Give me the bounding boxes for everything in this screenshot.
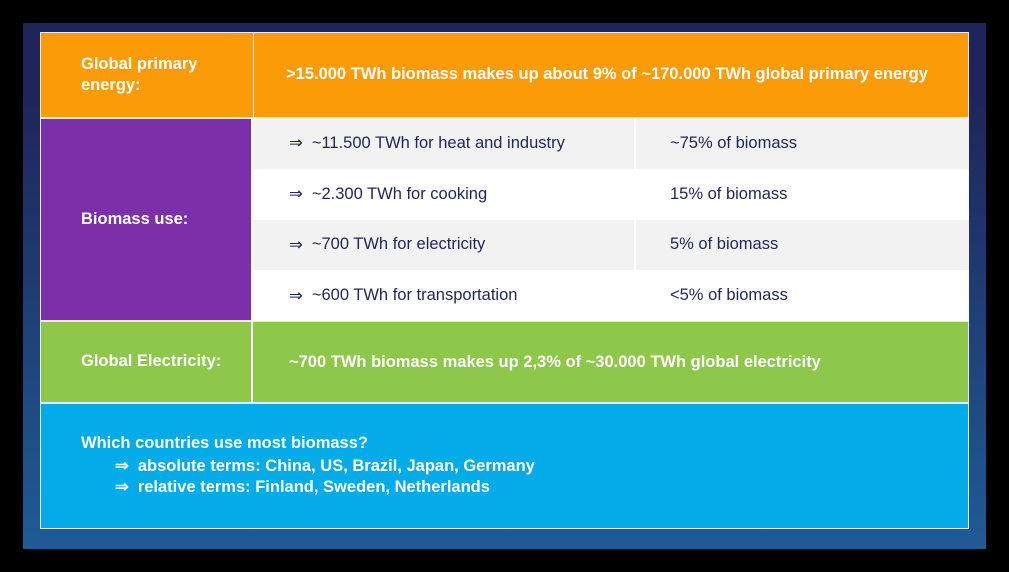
biomass-use-text: ~700 TWh for electricity [311,235,486,254]
countries-relative-line: ⇒ relative terms: Finland, Sweden, Nether… [115,477,968,497]
statement-global-primary-energy: >15.000 TWh biomass makes up about 9% of… [254,32,969,118]
label-global-electricity: Global Electricity: [40,321,253,403]
biomass-use-subrows: ⇒ ~11.500 TWh for heat and industry ~75%… [253,118,969,321]
table-row: ⇒ ~2.300 TWh for cooking 15% of biomass [253,168,969,220]
biomass-use-share: 5% of biomass [670,235,779,254]
biomass-use-share: 15% of biomass [670,184,788,203]
countries-absolute-text: absolute terms: China, US, Brazil, Japan… [137,457,535,475]
label-biomass-use: Biomass use: [40,118,253,321]
label-global-primary-energy: Global primary energy: [40,32,254,118]
countries-relative-text: relative terms: Finland, Sweden, Netherl… [137,478,490,496]
biomass-use-description: ⇒ ~2.300 TWh for cooking [253,168,636,220]
double-arrow-icon: ⇒ [289,134,303,153]
table-row-countries: Which countries use most biomass? ⇒ absol… [40,403,969,529]
table-row: ⇒ ~11.500 TWh for heat and industry ~75%… [253,118,969,169]
table-row: ⇒ ~700 TWh for electricity 5% of biomass [253,219,969,271]
biomass-fact-table: Global primary energy: >15.000 TWh bioma… [40,32,969,529]
biomass-use-share: <5% of biomass [670,286,788,305]
biomass-use-text: ~2.300 TWh for cooking [311,184,488,203]
biomass-use-description: ⇒ ~600 TWh for transportation [253,270,636,321]
statement-global-electricity: ~700 TWh biomass makes up 2,3% of ~30.00… [253,321,969,403]
biomass-use-description: ⇒ ~700 TWh for electricity [253,219,636,271]
countries-absolute-line: ⇒ absolute terms: China, US, Brazil, Japa… [115,456,968,476]
biomass-use-text: ~11.500 TWh for heat and industry [311,133,565,152]
table-row: ⇒ ~600 TWh for transportation <5% of bio… [253,270,969,321]
table-row-biomass-use: Biomass use: ⇒ ~11.500 TWh for heat and … [40,118,969,321]
table-row-primary-energy: Global primary energy: >15.000 TWh bioma… [40,32,969,118]
biomass-use-description: ⇒ ~11.500 TWh for heat and industry [253,118,636,169]
double-arrow-icon: ⇒ [115,478,129,496]
slide-canvas: Global primary energy: >15.000 TWh bioma… [23,23,986,549]
double-arrow-icon: ⇒ [115,457,129,475]
double-arrow-icon: ⇒ [289,235,303,254]
countries-question: Which countries use most biomass? [81,434,368,452]
biomass-use-share: ~75% of biomass [670,133,798,152]
double-arrow-icon: ⇒ [289,286,303,305]
biomass-use-text: ~600 TWh for transportation [311,286,518,305]
double-arrow-icon: ⇒ [289,185,303,204]
table-row-global-electricity: Global Electricity: ~700 TWh biomass mak… [40,321,969,403]
